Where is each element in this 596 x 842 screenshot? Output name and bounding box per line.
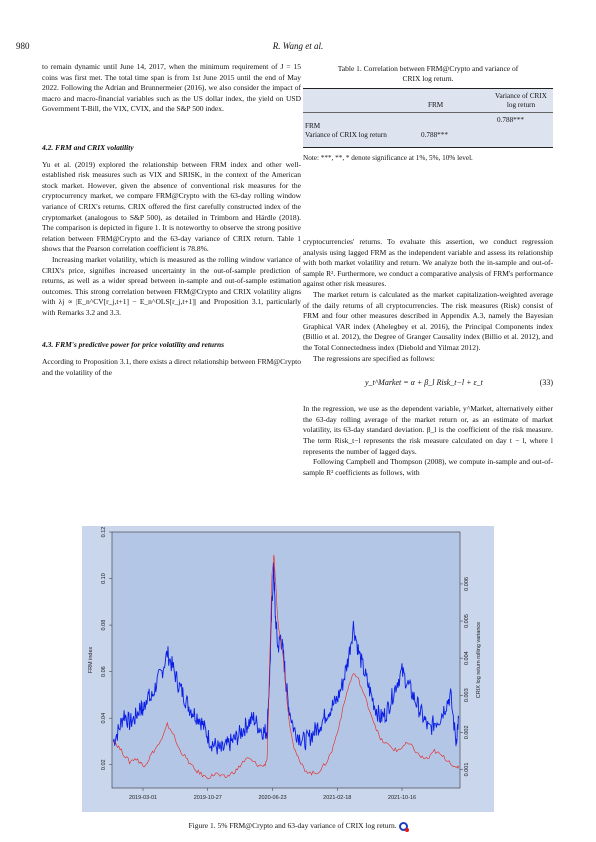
- y-tick-label: 0.12: [101, 527, 107, 538]
- y2-tick-label: 0.004: [464, 651, 470, 665]
- right-column: cryptocurrencies' returns. To evaluate t…: [303, 237, 553, 478]
- running-title: R. Wang et al.: [272, 41, 324, 51]
- table-col-header-frm: FRM: [428, 101, 444, 109]
- left-column: to remain dynamic until June 14, 2017, w…: [42, 62, 301, 378]
- table-col-header-variance-line-2: log return: [506, 101, 536, 109]
- right-paragraph-4: In the regression, we use as the depende…: [303, 404, 553, 456]
- y2-tick-label: 0.001: [464, 763, 470, 777]
- table-col-header-variance: Variance of CRIX log return: [489, 92, 553, 110]
- y-tick-label: 0.10: [101, 573, 107, 584]
- page-number: 980: [16, 41, 30, 51]
- frm-crix-chart: 0.02 0.04 0.06 0.08 0.10 0.12 FRM index 0.001 0.…: [88, 527, 482, 801]
- section-4-2-title: 4.2. FRM and CRIX volatility: [42, 142, 134, 152]
- section-4-2-paragraph-1: Yu et al. (2019) explored the relationsh…: [42, 159, 301, 254]
- y-tick-label: 0.04: [101, 713, 107, 724]
- right-paragraph-2: The market return is calculated as the m…: [303, 289, 553, 352]
- y2-tick-label: 0.002: [464, 725, 470, 739]
- table-row-1-label: FRM: [305, 122, 321, 130]
- x-tick-label: 2019-10-27: [194, 795, 222, 801]
- y-tick-label: 0.06: [101, 666, 107, 677]
- y2-tick-label: 0.006: [464, 577, 470, 591]
- y2-axis-label: CRIX log return rolling variance: [476, 622, 482, 698]
- plot-area: [111, 531, 461, 789]
- figure-1: 0.02 0.04 0.06 0.08 0.10 0.12 FRM index 0.001 0.…: [82, 526, 494, 812]
- x-tick-label: 2021-10-16: [388, 795, 416, 801]
- series-line-frm: [112, 562, 460, 755]
- figure-caption-text: Figure 1. 5% FRM@Crypto and 63-day varia…: [188, 821, 397, 830]
- quantlet-q-icon[interactable]: [398, 821, 409, 832]
- table-row-1-value: 0.788***: [497, 116, 524, 124]
- right-paragraph-3: The regressions are specified as follows…: [313, 353, 435, 363]
- equation-33: y_t^Market = α + β_l Risk_t−l + ε_t (33): [303, 364, 553, 404]
- equation-body: y_t^Market = α + β_l Risk_t−l + ε_t: [365, 378, 483, 388]
- table-row-2-value: 0.788***: [421, 131, 448, 139]
- table-caption-line-2: CRIX log return.: [402, 73, 454, 83]
- right-paragraph-5: Following Campbell and Thompson (2008), …: [303, 457, 553, 477]
- table-1: Table 1. Correlation between FRM@Crypto …: [303, 64, 553, 162]
- x-tick-label: 2020-06-23: [258, 795, 286, 801]
- table-caption-line-1: Table 1. Correlation between FRM@Crypto …: [337, 64, 519, 73]
- y2-tick-label: 0.005: [464, 614, 470, 628]
- y2-tick-label: 0.003: [464, 688, 470, 702]
- series-line-crix-variance: [113, 554, 459, 780]
- intro-paragraph: to remain dynamic until June 14, 2017, w…: [42, 62, 301, 114]
- y-tick-label: 0.08: [101, 620, 107, 631]
- section-4-3-paragraph-1: According to Proposition 3.1, there exis…: [42, 357, 301, 377]
- equation-number: (33): [539, 378, 553, 388]
- section-4-3-title: 4.3. FRM's predictive power for price vo…: [42, 340, 225, 350]
- table-note: Note: ***, **, * denote significance at …: [303, 154, 473, 162]
- table-header-rule: [303, 112, 553, 113]
- table-body: FRM Variance of CRIX log return FRM 0.78…: [303, 88, 553, 148]
- table-col-header-variance-line-1: Variance of CRIX: [495, 92, 547, 100]
- x-tick-label: 2019-03-01: [129, 795, 157, 801]
- y-axis-label: FRM index: [88, 646, 94, 673]
- y-tick-label: 0.02: [101, 759, 107, 770]
- right-paragraph-1: cryptocurrencies' returns. To evaluate t…: [303, 237, 553, 289]
- table-row-2-label: Variance of CRIX log return: [305, 131, 387, 139]
- section-4-2-paragraph-2: Increasing market volatility, which is m…: [42, 254, 301, 317]
- x-tick-label: 2021-02-18: [323, 795, 351, 801]
- figure-caption: Figure 1. 5% FRM@Crypto and 63-day varia…: [0, 821, 596, 832]
